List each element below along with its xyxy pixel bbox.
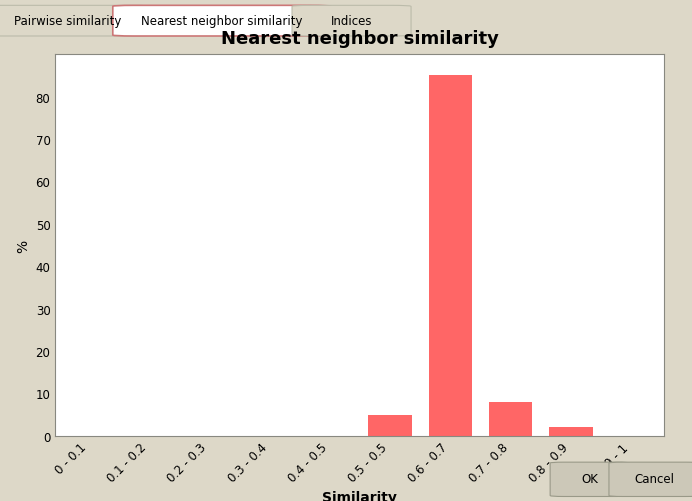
X-axis label: Similarity: Similarity [322,490,397,501]
Text: Indices: Indices [331,15,372,28]
Y-axis label: %: % [16,239,30,252]
Bar [368,415,412,436]
Text: Cancel: Cancel [634,472,674,485]
FancyBboxPatch shape [609,462,692,496]
FancyBboxPatch shape [0,7,152,37]
FancyBboxPatch shape [292,7,411,37]
Text: OK: OK [581,472,599,485]
FancyBboxPatch shape [113,7,331,37]
FancyBboxPatch shape [550,462,630,496]
Bar [428,76,472,436]
Bar [549,427,592,436]
Title: Nearest neighbor similarity: Nearest neighbor similarity [221,30,499,48]
Text: Nearest neighbor similarity: Nearest neighbor similarity [141,15,302,28]
Bar [489,402,532,436]
Text: Pairwise similarity: Pairwise similarity [14,15,121,28]
